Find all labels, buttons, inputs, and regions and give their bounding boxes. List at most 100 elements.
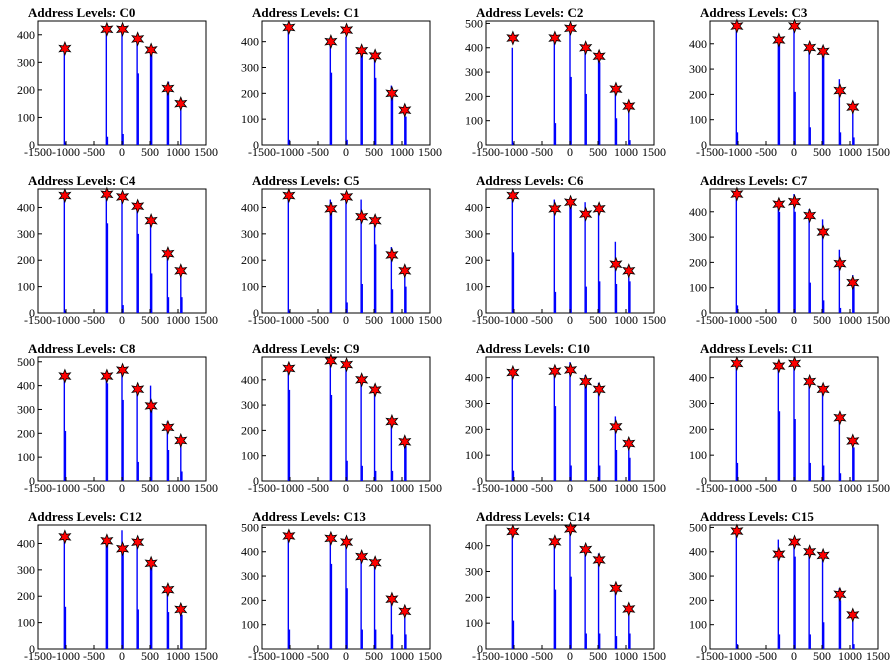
- chart-plot: 0 100 200 300 400 500 -1500 -1000 -500 0 500 1000 15…: [241, 520, 442, 663]
- y-tick-label: 300: [17, 402, 35, 416]
- x-tick-label: 1000: [390, 313, 414, 327]
- y-tick-label: 400: [17, 28, 35, 42]
- chart-panel: 0 100 200 300 400 -1500 -1000 -500 0 500 1000 1500 A…: [224, 0, 448, 168]
- peak-marker: [622, 601, 636, 617]
- peak-marker: [115, 189, 130, 205]
- x-tick-label: 0: [567, 313, 573, 327]
- peak-marker: [579, 206, 593, 222]
- x-tick-label: -1000: [724, 649, 752, 663]
- peak-marker: [506, 187, 520, 204]
- peak-marker: [324, 34, 338, 50]
- x-tick-label: -1000: [500, 649, 528, 663]
- y-tick-label: 400: [241, 200, 259, 214]
- y-tick-label: 200: [689, 255, 707, 269]
- peak-marker: [803, 544, 817, 560]
- x-tick-label: -1500: [472, 649, 500, 663]
- peak-marker: [833, 586, 847, 602]
- peak-marker: [355, 372, 369, 388]
- peak-marker: [100, 533, 114, 549]
- y-tick-label: 100: [689, 448, 707, 462]
- chart-panel: 0 100 200 300 400 500 -1500 -1000 -500 0 500 1000 15…: [0, 336, 224, 504]
- peak-marker: [816, 43, 830, 59]
- peak-marker: [100, 186, 114, 202]
- x-tick-label: 0: [343, 481, 349, 495]
- y-tick-label: 300: [689, 397, 707, 411]
- peak-marker: [161, 80, 175, 97]
- y-tick-label: 300: [17, 227, 35, 241]
- x-tick-label: 500: [141, 145, 159, 159]
- peak-marker: [730, 523, 744, 539]
- y-tick-label: 200: [689, 87, 707, 101]
- x-tick-label: 1500: [194, 481, 218, 495]
- y-tick-label: 0: [701, 474, 707, 488]
- peak-marker: [816, 381, 830, 397]
- peak-marker: [355, 548, 369, 565]
- chart-title: Address Levels: C14: [476, 509, 590, 524]
- peak-marker: [368, 555, 382, 571]
- x-tick-label: 1500: [866, 145, 890, 159]
- peak-marker: [368, 382, 382, 398]
- y-tick-label: 300: [689, 62, 707, 76]
- peak-marker: [131, 198, 145, 214]
- chart-title: Address Levels: C8: [28, 341, 136, 356]
- x-tick-label: -500: [755, 313, 777, 327]
- peak-marker: [282, 187, 296, 204]
- chart-title: Address Levels: C6: [476, 173, 584, 188]
- y-tick-label: 200: [465, 89, 483, 103]
- x-tick-label: -500: [307, 145, 329, 159]
- y-tick-label: 200: [689, 593, 707, 607]
- chart-panel: 0 100 200 300 400 -1500 -1000 -500 0 500 1000 1500 A…: [0, 504, 224, 672]
- chart-panel: 0 100 200 300 400 500 -1500 -1000 -500 0 500 1000 15…: [672, 504, 896, 672]
- chart-title: Address Levels: C3: [700, 5, 808, 20]
- chart-plot: 0 100 200 300 400 -1500 -1000 -500 0 500 1000 1500: [689, 18, 890, 159]
- y-tick-label: 0: [701, 138, 707, 152]
- x-tick-label: 1000: [166, 649, 190, 663]
- peak-marker: [355, 209, 369, 225]
- y-tick-label: 200: [241, 423, 259, 437]
- chart-plot: 0 100 200 300 400 -1500 -1000 -500 0 500 1000 1500: [241, 353, 442, 495]
- x-tick-label: -1000: [500, 313, 528, 327]
- x-tick-label: 0: [343, 145, 349, 159]
- x-tick-label: 1500: [418, 313, 442, 327]
- y-tick-label: 300: [689, 230, 707, 244]
- chart-plot: 0 100 200 300 400 -1500 -1000 -500 0 500 1000 1500: [465, 187, 666, 327]
- peak-marker: [385, 413, 399, 430]
- chart-plot: 0 100 200 300 400 -1500 -1000 -500 0 500 1000 1500: [17, 524, 218, 663]
- y-tick-label: 200: [465, 422, 483, 436]
- y-tick-label: 300: [465, 565, 483, 579]
- y-tick-label: 100: [465, 114, 483, 128]
- peak-marker: [579, 541, 593, 558]
- x-tick-label: 1500: [418, 649, 442, 663]
- peak-marker: [846, 275, 860, 291]
- peak-marker: [592, 381, 606, 397]
- chart-title: Address Levels: C2: [476, 5, 584, 20]
- y-tick-label: 100: [465, 616, 483, 630]
- x-tick-label: 500: [141, 481, 159, 495]
- peak-marker: [816, 224, 830, 240]
- x-tick-label: 1000: [614, 313, 638, 327]
- x-tick-label: 0: [791, 649, 797, 663]
- peak-marker: [144, 555, 158, 571]
- peak-marker: [115, 362, 130, 378]
- x-tick-label: 1000: [614, 481, 638, 495]
- y-tick-label: 300: [241, 61, 259, 75]
- x-tick-label: -1000: [276, 649, 304, 663]
- chart-plot: 0 100 200 300 400 -1500 -1000 -500 0 500 1000 1500: [241, 187, 442, 327]
- peak-marker: [385, 591, 399, 607]
- x-tick-label: -1000: [276, 145, 304, 159]
- chart-title: Address Levels: C10: [476, 341, 590, 356]
- x-tick-label: 1000: [166, 313, 190, 327]
- y-tick-label: 200: [241, 593, 259, 607]
- chart-plot: 0 100 200 300 400 500 -1500 -1000 -500 0 500 1000 15…: [465, 16, 666, 159]
- peak-marker: [131, 381, 145, 397]
- peak-marker: [787, 194, 802, 210]
- y-tick-label: 400: [689, 37, 707, 51]
- peak-marker: [772, 358, 786, 374]
- x-tick-label: 500: [589, 145, 607, 159]
- y-tick-label: 400: [465, 371, 483, 385]
- peak-marker: [58, 40, 72, 57]
- y-tick-label: 200: [241, 253, 259, 267]
- y-tick-label: 0: [253, 138, 259, 152]
- y-tick-label: 400: [241, 545, 259, 559]
